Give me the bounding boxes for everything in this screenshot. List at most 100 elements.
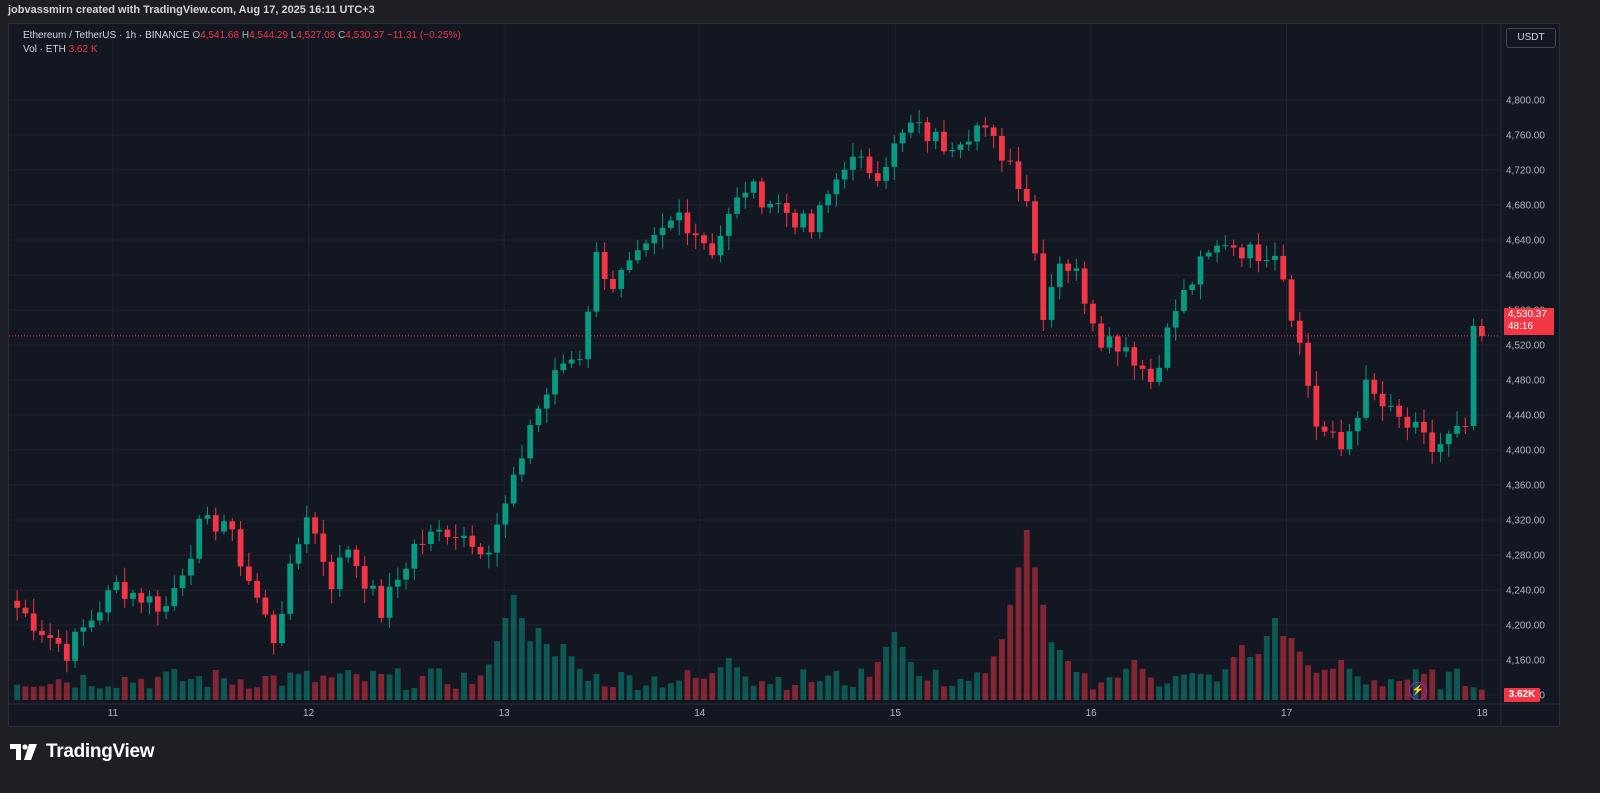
candle-body	[469, 535, 476, 547]
volume-bar	[866, 676, 873, 700]
volume-bar	[543, 643, 550, 700]
candle-body	[1330, 431, 1336, 433]
candle-body	[866, 156, 873, 174]
volume-bar	[262, 675, 269, 700]
candle-body	[1023, 188, 1030, 202]
volume-bar	[1007, 604, 1014, 700]
volume-bar	[328, 677, 335, 700]
volume-bar	[204, 686, 211, 700]
candle-body	[725, 213, 732, 236]
candle-body	[1114, 336, 1121, 352]
volume-bar	[659, 687, 666, 700]
candle-body	[96, 612, 103, 621]
candle-body	[1065, 263, 1071, 271]
price-chart[interactable]: 4,120.004,160.004,200.004,240.004,280.00…	[9, 24, 1559, 726]
volume-bar	[634, 689, 641, 700]
candle-body	[634, 250, 641, 261]
volume-bar	[295, 674, 302, 700]
candle-body	[270, 614, 277, 644]
volume-bar	[370, 670, 376, 700]
candle-body	[907, 122, 914, 133]
candle-body	[204, 515, 211, 519]
candle-body	[684, 212, 691, 234]
volume-bar	[1073, 672, 1080, 700]
last-price-value: 4,530.37	[1508, 309, 1547, 320]
candle-body	[221, 521, 227, 532]
volume-bar	[72, 687, 78, 700]
lightning-icon[interactable]: ⚡	[1409, 682, 1427, 700]
volume-bar	[229, 684, 236, 700]
price-axis-tick: 4,440.00	[1506, 411, 1545, 422]
volume-bar	[1181, 674, 1187, 700]
candle-body	[1222, 245, 1229, 247]
currency-button[interactable]: USDT	[1506, 28, 1556, 48]
candle-body	[1421, 421, 1427, 433]
volume-bar	[237, 679, 244, 700]
candle-body	[485, 552, 492, 555]
volume-bar	[974, 672, 980, 700]
candle-body	[1164, 327, 1171, 368]
volume-bar	[998, 639, 1005, 700]
candle-body	[800, 213, 807, 228]
candle-body	[403, 568, 409, 580]
candle-body	[1313, 385, 1320, 427]
candle-body	[585, 311, 592, 360]
volume-bar	[444, 684, 451, 700]
last-price-tag: 4,530.37 48:16	[1504, 308, 1554, 335]
volume-bar	[783, 689, 790, 700]
candle-body	[618, 270, 625, 289]
volume-bar	[163, 671, 169, 700]
candle-body	[47, 635, 54, 638]
candle-body	[667, 220, 674, 228]
candle-body	[386, 586, 393, 618]
volume-bar	[138, 678, 145, 700]
candle-body	[1147, 368, 1154, 382]
volume-bar	[485, 664, 492, 700]
volume-bar	[1404, 679, 1411, 700]
volume-bar	[535, 628, 542, 700]
candle-body	[1197, 256, 1204, 285]
volume-bar	[1305, 665, 1311, 700]
time-axis-tick: 15	[890, 708, 902, 719]
candle-body	[701, 235, 707, 244]
tradingview-logo-icon	[10, 744, 37, 760]
volume-bar	[1056, 650, 1063, 700]
candle-body	[1073, 268, 1080, 271]
volume-bar	[428, 668, 434, 700]
candle-body	[543, 394, 550, 409]
price-axis-tick: 4,760.00	[1506, 131, 1545, 142]
candle-body	[1445, 433, 1452, 445]
candle-body	[1272, 255, 1278, 261]
volume-bar	[734, 667, 740, 700]
candle-body	[626, 260, 633, 271]
volume-bar	[1023, 530, 1030, 700]
volume-bar	[568, 656, 575, 700]
volume-bar	[1090, 689, 1096, 700]
volume-bar	[22, 686, 29, 700]
volume-bar	[982, 673, 989, 700]
volume-bar	[1313, 672, 1320, 700]
candle-body	[775, 203, 782, 205]
candle-body	[593, 251, 600, 312]
volume-bar	[1164, 683, 1171, 700]
volume-bar	[212, 669, 219, 700]
candle-body	[759, 181, 765, 208]
candle-body	[659, 227, 666, 236]
candle-body	[1280, 255, 1287, 280]
candle-body	[1189, 284, 1196, 290]
volume-bar	[1123, 668, 1129, 700]
volume-bar	[949, 685, 956, 700]
candle-body	[39, 630, 45, 636]
volume-bar	[816, 681, 823, 700]
candle-body	[320, 533, 327, 562]
volume-bar	[1147, 677, 1154, 700]
volume-bar	[965, 680, 972, 700]
chart-frame[interactable]: 4,120.004,160.004,200.004,240.004,280.00…	[8, 23, 1560, 727]
volume-bar	[891, 632, 898, 700]
volume-bar	[1156, 686, 1163, 700]
volume-bar	[676, 680, 683, 700]
volume-bar	[336, 673, 343, 700]
candle-body	[188, 558, 194, 576]
candle-body	[825, 194, 832, 206]
volume-bar	[47, 683, 54, 700]
